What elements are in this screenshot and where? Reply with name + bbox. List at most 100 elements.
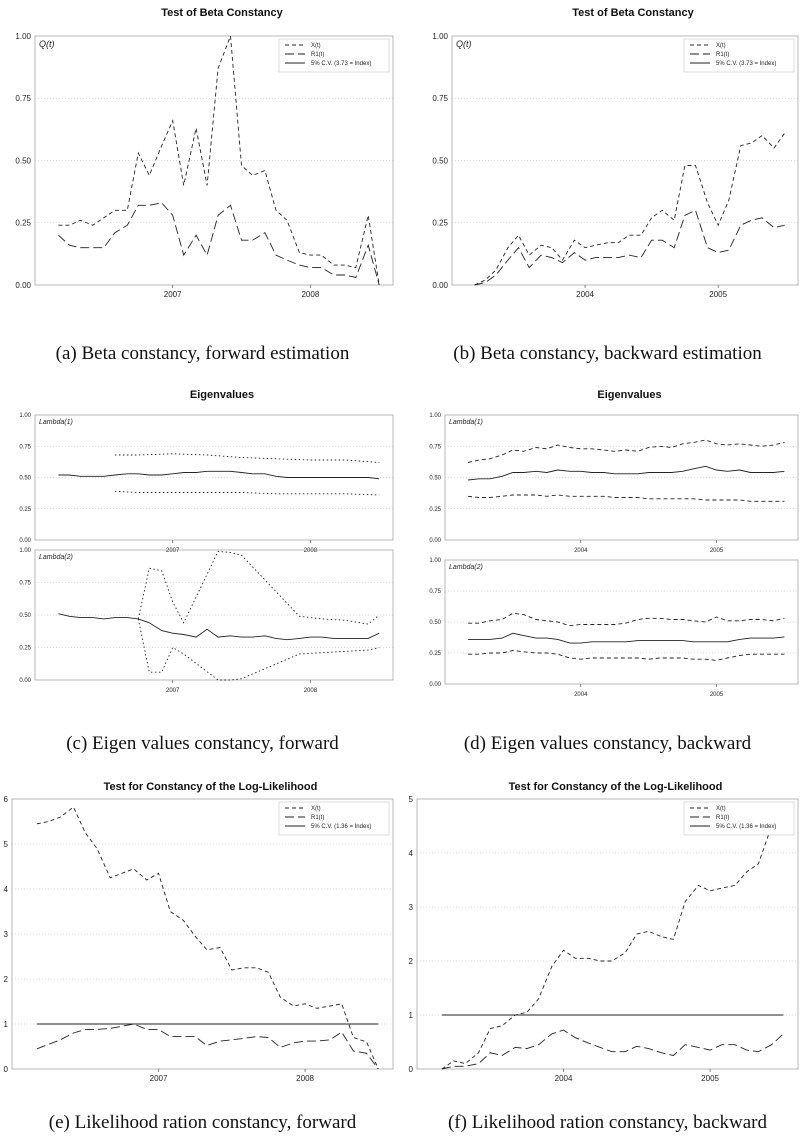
y-tick-label: 4 bbox=[409, 849, 414, 858]
y-tick-label: 3 bbox=[409, 903, 414, 912]
series-line-1 bbox=[474, 132, 786, 286]
legend-label: X(t) bbox=[716, 806, 726, 812]
caption-a: (a) Beta constancy, forward estimation bbox=[55, 343, 350, 364]
series-line-1 bbox=[468, 465, 785, 481]
series-line-1 bbox=[468, 632, 785, 644]
y-tick-label: 1.00 bbox=[19, 413, 31, 419]
legend-box bbox=[278, 801, 390, 836]
chart-c-lambda1: Eigenvalues 0.00 0.25 0.50 0.75 1.00 2007 2008 L… bbox=[19, 389, 394, 554]
chart-panel-a: Test of Beta Constancy 0.00 0.25 0.50 0.75 1.… bbox=[0, 0, 405, 300]
chart-d-lambda2: 0.00 0.25 0.50 0.75 1.00 2004 2005 Lambda(2) bbox=[429, 558, 799, 698]
x-tick-label: 2007 bbox=[150, 1074, 168, 1083]
series-line-3 bbox=[468, 650, 785, 661]
y-tick-label: 0.50 bbox=[19, 476, 31, 482]
x-tick-label: 2005 bbox=[709, 290, 727, 299]
chart-panel-d: Eigenvalues 0.00 0.25 0.50 0.75 1.00 2004 2005 L… bbox=[405, 389, 810, 702]
series-line-2 bbox=[467, 439, 785, 463]
panel-label: Q(t) bbox=[456, 39, 472, 49]
chart-panel-e: Test for Constancy of the Log-Likelihood… bbox=[0, 778, 405, 1098]
chart-panel-b: Test of Beta Constancy 0.00 0.25 0.50 0.75 1.… bbox=[405, 0, 810, 300]
x-tick-label: 2007 bbox=[164, 290, 182, 299]
y-tick-label: 0.75 bbox=[432, 94, 448, 103]
x-tick-label: 2004 bbox=[574, 692, 588, 698]
chart-e: Test for Constancy of the Log-Likelihood… bbox=[4, 781, 394, 1083]
x-tick-label: 2008 bbox=[304, 688, 318, 694]
series-line-3 bbox=[468, 494, 785, 502]
panel-label: Q(t) bbox=[39, 39, 55, 49]
x-tick-label: 2004 bbox=[576, 290, 594, 299]
series-line-2 bbox=[114, 453, 380, 463]
y-tick-label: 1.00 bbox=[429, 558, 441, 564]
legend-label: R1(t) bbox=[311, 815, 324, 821]
chart-a: Test of Beta Constancy 0.00 0.25 0.50 0.75 1.… bbox=[15, 7, 394, 299]
y-tick-label: 0.75 bbox=[19, 581, 31, 587]
y-tick-label: 0 bbox=[4, 1065, 9, 1074]
series-line-3 bbox=[114, 490, 380, 496]
series-line-3 bbox=[137, 618, 380, 681]
y-tick-label: 0.50 bbox=[432, 156, 448, 165]
y-tick-label: 0.50 bbox=[15, 156, 31, 165]
y-tick-label: 0.25 bbox=[19, 646, 31, 652]
series-line-2 bbox=[441, 1029, 784, 1070]
y-tick-label: 0.75 bbox=[15, 94, 31, 103]
legend-label: R1(t) bbox=[311, 52, 324, 58]
legend-label: R1(t) bbox=[716, 52, 729, 58]
legend-box bbox=[683, 38, 795, 73]
y-tick-label: 2 bbox=[409, 957, 414, 966]
y-tick-label: 0.75 bbox=[429, 444, 441, 450]
chart-title: Eigenvalues bbox=[190, 389, 254, 401]
y-tick-label: 1 bbox=[4, 1020, 9, 1029]
x-tick-label: 2004 bbox=[555, 1074, 573, 1083]
y-tick-label: 5 bbox=[409, 795, 414, 804]
y-tick-label: 2 bbox=[4, 975, 9, 984]
y-tick-label: 0 bbox=[409, 1065, 414, 1074]
series-line-1 bbox=[58, 470, 380, 480]
y-tick-label: 0.00 bbox=[15, 281, 31, 290]
y-tick-label: 0.75 bbox=[429, 589, 441, 595]
legend-label: X(t) bbox=[311, 806, 321, 812]
series-line-1 bbox=[58, 613, 380, 641]
legend-label: X(t) bbox=[311, 43, 321, 49]
y-tick-label: 0.25 bbox=[15, 219, 31, 228]
chart-title: Eigenvalues bbox=[597, 389, 661, 401]
chart-title: Test of Beta Constancy bbox=[572, 7, 694, 19]
panel-label: Lambda(1) bbox=[39, 419, 73, 426]
series-line-2 bbox=[137, 550, 380, 625]
legend-box bbox=[683, 801, 795, 836]
chart-c-lambda2: 0.00 0.25 0.50 0.75 1.00 2007 2008 Lambda(2) bbox=[19, 548, 394, 694]
x-tick-label: 2004 bbox=[574, 548, 588, 554]
panel-label: Lambda(2) bbox=[39, 554, 73, 561]
y-tick-label: 0.00 bbox=[429, 682, 441, 688]
chart-panel-c: Eigenvalues 0.00 0.25 0.50 0.75 1.00 2007 2008 L… bbox=[0, 389, 405, 702]
y-tick-label: 0.00 bbox=[429, 538, 441, 544]
chart-b: Test of Beta Constancy 0.00 0.25 0.50 0.75 1.… bbox=[432, 7, 799, 299]
caption-c: (c) Eigen values constancy, forward bbox=[66, 733, 339, 754]
legend-box bbox=[278, 38, 390, 73]
y-tick-label: 1.00 bbox=[429, 413, 441, 419]
y-tick-label: 6 bbox=[4, 795, 9, 804]
y-tick-label: 5 bbox=[4, 840, 9, 849]
caption-f: (f) Likelihood ration constancy, backwar… bbox=[447, 1112, 767, 1133]
x-tick-label: 2005 bbox=[710, 548, 724, 554]
caption-b: (b) Beta constancy, backward estimation bbox=[453, 343, 762, 364]
plot-frame bbox=[416, 798, 799, 1070]
y-tick-label: 0.00 bbox=[432, 281, 448, 290]
x-tick-label: 2007 bbox=[166, 548, 180, 554]
y-tick-label: 0.25 bbox=[429, 507, 441, 513]
y-tick-label: 0.25 bbox=[429, 651, 441, 657]
series-line-1 bbox=[441, 804, 784, 1070]
y-tick-label: 3 bbox=[4, 930, 9, 939]
chart-title: Test for Constancy of the Log-Likelihood bbox=[509, 781, 723, 793]
y-tick-label: 0.25 bbox=[19, 507, 31, 513]
series-line-2 bbox=[58, 202, 380, 286]
chart-d-lambda1: Eigenvalues 0.00 0.25 0.50 0.75 1.00 2004 2005 L… bbox=[429, 389, 799, 554]
y-tick-label: 0.00 bbox=[19, 678, 31, 684]
legend-label: 5% C.V. (1.36 = Index) bbox=[716, 824, 776, 830]
legend-label: 5% C.V. (3.73 = Index) bbox=[311, 61, 371, 67]
x-tick-label: 2005 bbox=[710, 692, 724, 698]
y-tick-label: 0.25 bbox=[432, 219, 448, 228]
chart-panel-f: Test for Constancy of the Log-Likelihood… bbox=[405, 778, 810, 1098]
chart-title: Test of Beta Constancy bbox=[161, 7, 283, 19]
series-line-2 bbox=[474, 209, 785, 286]
legend-label: 5% C.V. (1.36 = Index) bbox=[311, 824, 371, 830]
